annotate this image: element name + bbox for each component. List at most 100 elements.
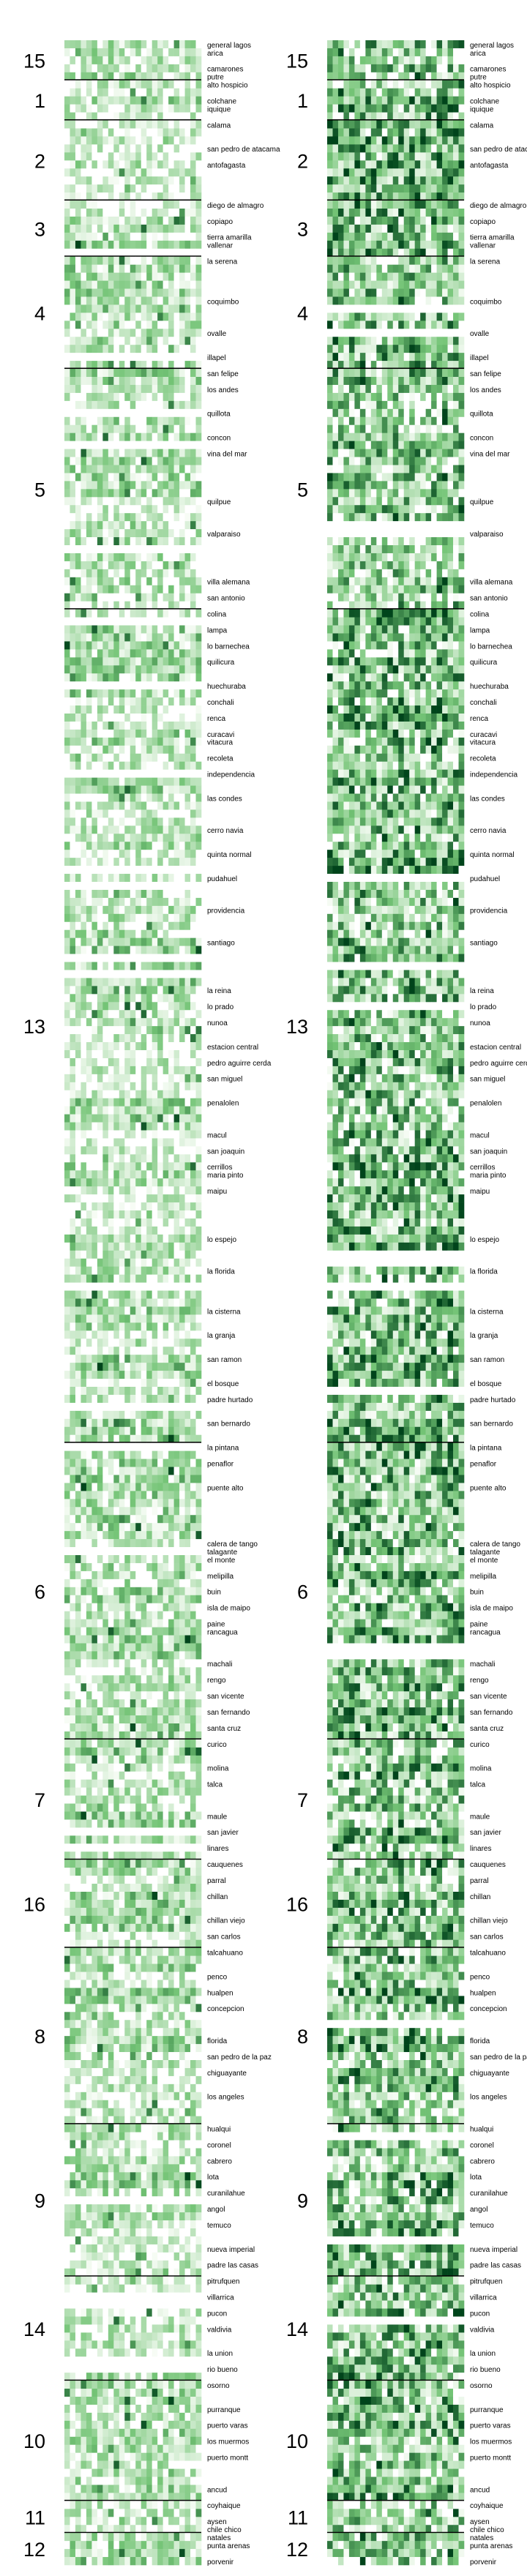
heatmap-cell xyxy=(81,144,87,153)
heatmap-cell xyxy=(190,1066,196,1075)
heatmap-cell xyxy=(141,858,147,866)
heatmap-cell xyxy=(146,120,152,129)
heatmap-cell xyxy=(70,850,76,858)
heatmap-cell xyxy=(152,88,158,97)
heatmap-cell xyxy=(184,905,191,915)
heatmap-cell xyxy=(146,424,152,433)
heatmap-cell xyxy=(75,633,81,642)
heatmap-cell xyxy=(108,1418,114,1428)
heatmap-cell xyxy=(168,641,174,650)
heatmap-cell xyxy=(102,905,109,915)
heatmap-cell xyxy=(146,1410,152,1420)
heatmap-cell xyxy=(124,1098,131,1107)
heatmap-cell xyxy=(70,1418,76,1428)
heatmap-cell xyxy=(119,649,125,658)
heatmap-cell xyxy=(168,1379,174,1388)
heatmap-cell xyxy=(179,136,185,145)
heatmap-cell xyxy=(102,224,109,233)
heatmap-cell xyxy=(119,513,125,522)
heatmap-cell xyxy=(91,625,98,634)
heatmap-cell xyxy=(91,1394,98,1404)
heatmap-cell xyxy=(86,545,92,554)
heatmap-cell xyxy=(179,1066,185,1075)
heatmap-cell xyxy=(108,689,114,698)
heatmap-cell xyxy=(168,978,174,986)
heatmap-cell xyxy=(81,408,87,418)
heatmap-cell xyxy=(157,1138,163,1147)
heatmap-cell xyxy=(97,714,103,722)
heatmap-cell xyxy=(91,721,98,730)
heatmap-cell xyxy=(97,489,103,498)
heatmap-cell xyxy=(81,232,87,242)
heatmap-cell xyxy=(124,561,131,570)
heatmap-cell xyxy=(162,1442,169,1451)
heatmap-cell xyxy=(146,1603,152,1611)
heatmap-cell xyxy=(135,345,142,353)
heatmap-cell xyxy=(195,337,202,345)
heatmap-cell xyxy=(146,160,152,169)
heatmap-cell xyxy=(102,473,109,482)
heatmap-cell xyxy=(168,721,174,730)
heatmap-cell xyxy=(146,321,152,329)
heatmap-cell xyxy=(184,793,191,802)
heatmap-cell xyxy=(195,1523,202,1532)
heatmap-cell xyxy=(113,40,120,49)
heatmap-cell xyxy=(179,1170,185,1179)
heatmap-cell xyxy=(64,1057,70,1067)
heatmap-cell xyxy=(70,1106,76,1115)
heatmap-cell xyxy=(179,1242,185,1251)
heatmap-cell xyxy=(64,345,70,353)
heatmap-cell xyxy=(157,585,163,594)
heatmap-cell xyxy=(130,954,136,962)
heatmap-cell xyxy=(184,866,191,875)
heatmap-cell xyxy=(113,1379,120,1388)
heatmap-cell xyxy=(184,657,191,666)
heatmap-cell xyxy=(75,120,81,129)
heatmap-cell xyxy=(146,641,152,650)
heatmap-cell xyxy=(81,1266,87,1275)
heatmap-cell xyxy=(141,345,147,353)
heatmap-cell xyxy=(86,192,92,201)
heatmap-cell xyxy=(70,1130,76,1139)
heatmap-cell xyxy=(119,665,125,674)
heatmap-cell xyxy=(162,264,169,273)
heatmap-cell xyxy=(124,882,131,891)
heatmap-cell xyxy=(173,1587,180,1596)
heatmap-cell xyxy=(179,1266,185,1275)
heatmap-cell xyxy=(190,216,196,225)
heatmap-cell xyxy=(141,1442,147,1451)
heatmap-cell xyxy=(97,1130,103,1139)
heatmap-cell xyxy=(124,1122,131,1131)
heatmap-cell xyxy=(141,40,147,49)
heatmap-cell xyxy=(173,72,180,81)
heatmap-cell xyxy=(173,304,180,313)
heatmap-cell xyxy=(108,809,114,818)
heatmap-cell xyxy=(195,681,202,690)
heatmap-cell xyxy=(152,1018,158,1027)
heatmap-cell xyxy=(130,1402,136,1412)
heatmap-cell xyxy=(86,321,92,329)
heatmap-cell xyxy=(195,513,202,522)
heatmap-cell xyxy=(184,56,191,65)
heatmap-cell xyxy=(195,321,202,329)
heatmap-cell xyxy=(195,529,202,538)
heatmap-cell xyxy=(190,641,196,650)
heatmap-cell xyxy=(81,1338,87,1347)
heatmap-cell xyxy=(81,216,87,225)
heatmap-cell xyxy=(152,329,158,337)
heatmap-cell xyxy=(113,1531,120,1540)
heatmap-cell xyxy=(179,1018,185,1027)
heatmap-cell xyxy=(162,970,169,978)
heatmap-cell xyxy=(152,954,158,962)
heatmap-cell xyxy=(70,617,76,626)
heatmap-cell xyxy=(157,785,163,794)
heatmap-cell xyxy=(102,176,109,185)
heatmap-cell xyxy=(173,1106,180,1115)
heatmap-cell xyxy=(179,1274,185,1283)
heatmap-cell xyxy=(124,312,131,321)
heatmap-cell xyxy=(168,753,174,763)
heatmap-cell xyxy=(135,874,142,883)
heatmap-cell xyxy=(97,321,103,329)
heatmap-cell xyxy=(157,240,163,250)
